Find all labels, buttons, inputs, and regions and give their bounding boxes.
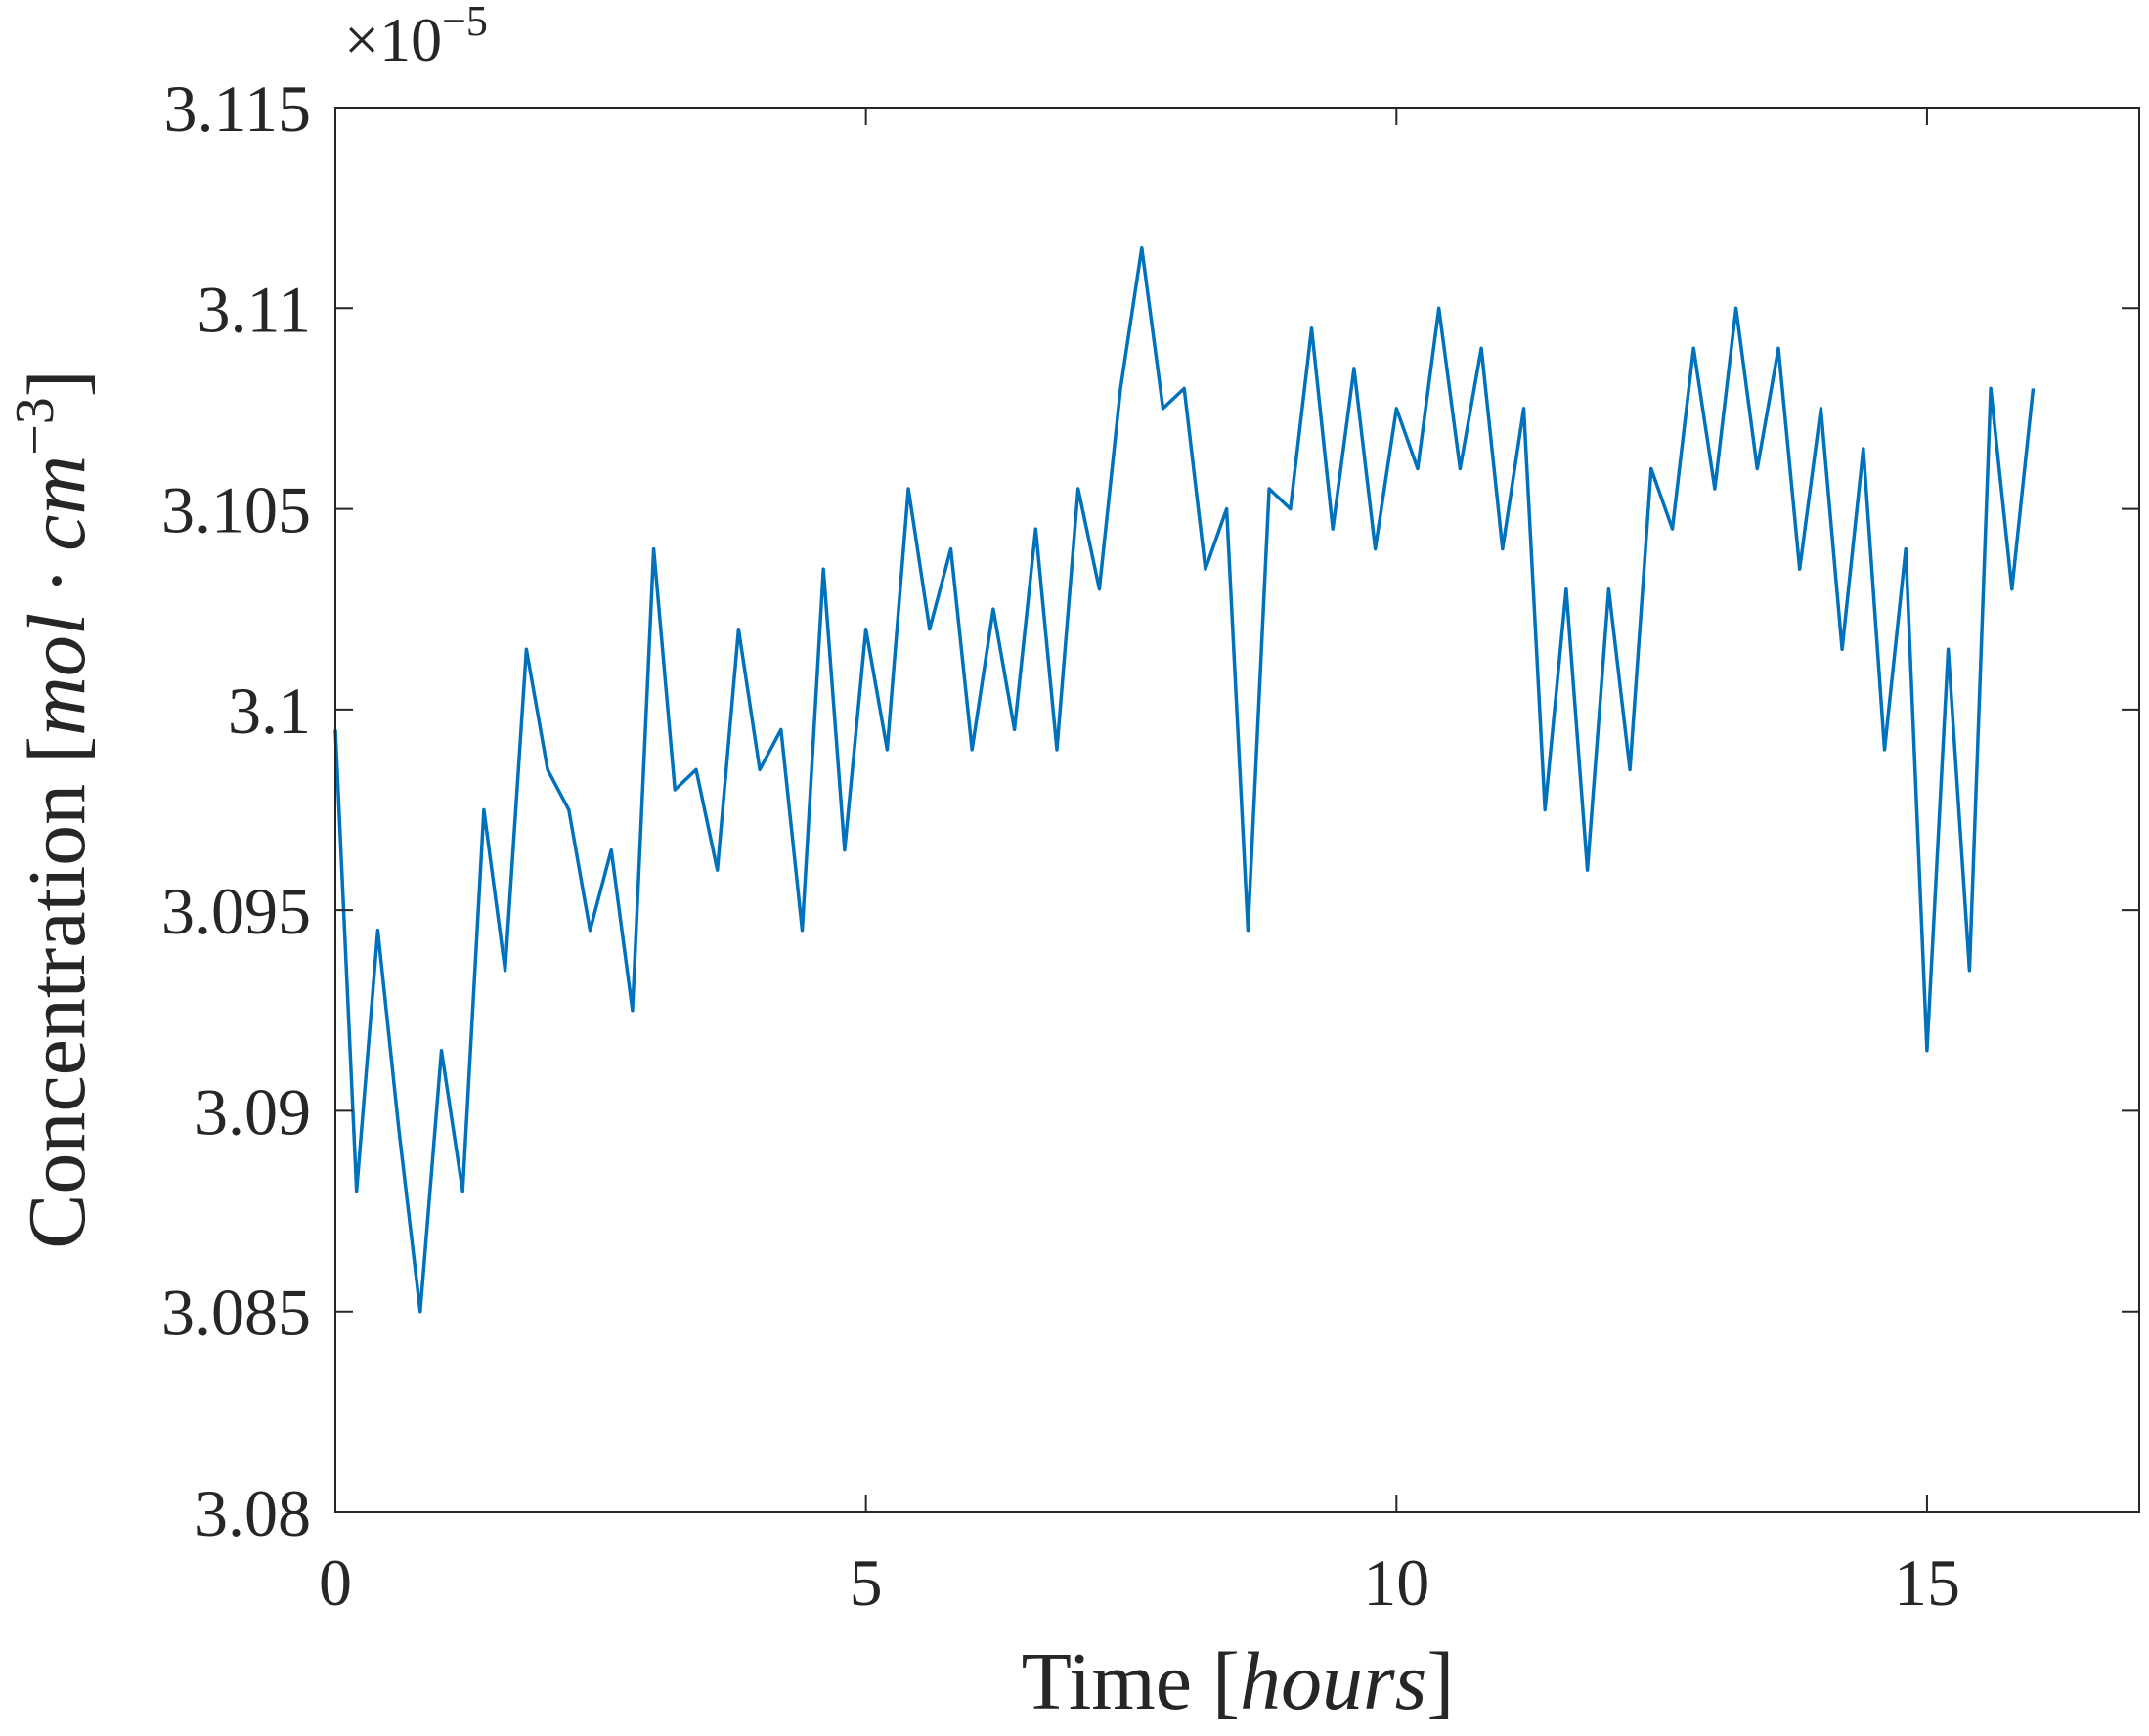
y-tick-label: 3.095 [161,874,311,948]
x-label-unit: hours [1240,1636,1426,1727]
y-tick-label: 3.09 [195,1074,311,1149]
axes-box [334,107,2140,1513]
y-label-close: ] [12,369,103,397]
x-axis-label: Time [hours] [1022,1636,1455,1727]
x-tick-label: 10 [1363,1545,1429,1620]
x-label-text: Time [ [1022,1636,1240,1727]
y-label-text: Concentration [ [12,736,103,1249]
y-tick-label: 3.105 [161,473,311,547]
y-multiplier-exponent: −5 [442,0,488,45]
x-label-close: ] [1426,1636,1454,1727]
y-multiplier-base: ×10 [344,5,442,74]
x-tick-label: 15 [1894,1545,1960,1620]
y-tick-label: 3.115 [164,71,311,146]
y-multiplier: ×10−5 [344,0,488,74]
y-tick-label: 3.08 [195,1476,311,1550]
y-tick-label: 3.085 [161,1276,311,1350]
y-tick-label: 3.11 [197,272,311,346]
y-axis-label: Concentration [mol · cm−3] [5,369,103,1248]
data-line [333,245,2036,1314]
x-tick-label: 0 [319,1545,352,1620]
y-tick-label: 3.1 [228,673,311,748]
y-label-exponent: −3 [5,397,66,456]
x-tick-label: 5 [850,1545,883,1620]
y-label-unit: mol · cm [12,456,103,736]
